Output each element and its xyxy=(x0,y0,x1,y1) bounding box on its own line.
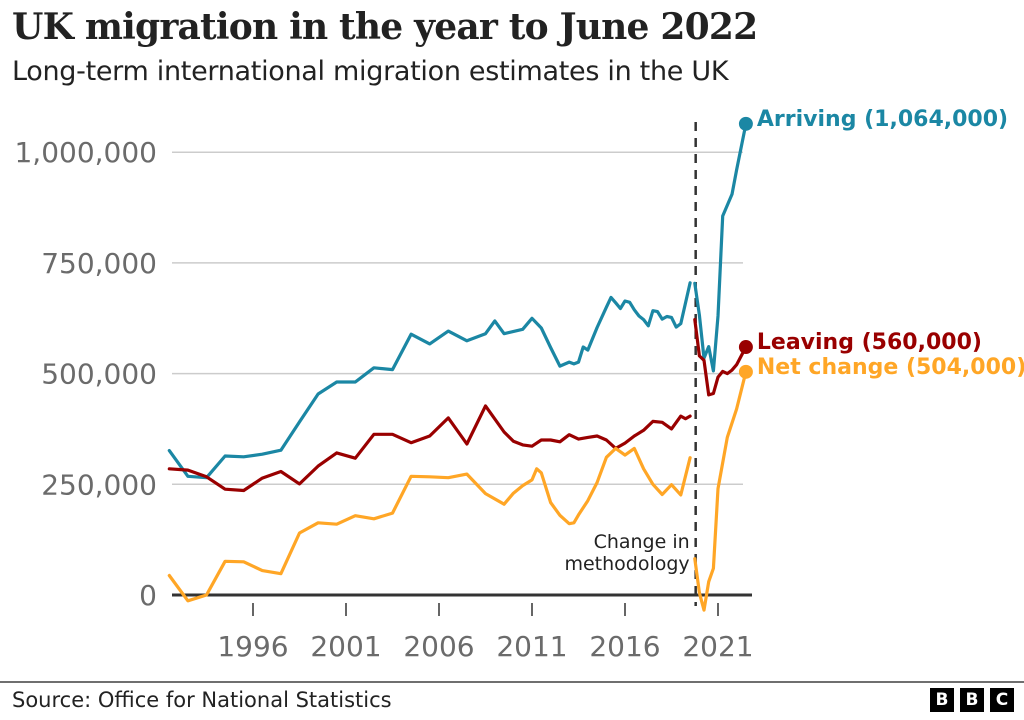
series-label-leaving: Leaving (560,000) xyxy=(757,330,982,355)
gridlines xyxy=(172,151,743,486)
x-tick-label: 2001 xyxy=(310,630,381,663)
series-line-arriving xyxy=(167,281,692,480)
series-line-leaving xyxy=(693,318,748,397)
footer-divider xyxy=(0,681,1024,683)
y-tick-label: 500,000 xyxy=(41,358,157,391)
bbc-logo: B B C xyxy=(930,688,1014,712)
series-labels: Arriving (1,064,000) Leaving (560,000)Net… xyxy=(738,107,1024,380)
bbc-logo-letter: C xyxy=(990,688,1014,712)
endpoint-dot-leaving xyxy=(738,340,753,355)
series-lines xyxy=(167,122,748,612)
x-tick-label: 2021 xyxy=(682,630,753,663)
y-tick-label: 1,000,000 xyxy=(14,136,157,169)
y-tick-label: 750,000 xyxy=(41,247,157,280)
bbc-logo-letter: B xyxy=(930,688,954,712)
endpoint-dot-arriving xyxy=(738,116,753,131)
x-tick-label: 2011 xyxy=(496,630,567,663)
series-line-net-change xyxy=(167,446,692,603)
methodology-annotation-text: Change in xyxy=(594,531,690,553)
y-tick-label: 0 xyxy=(139,579,157,612)
series-label-arriving: Arriving (1,064,000) xyxy=(757,107,1008,132)
methodology-annotation-text: methodology xyxy=(564,553,689,575)
series-line-net-change xyxy=(693,370,748,612)
series-line-leaving xyxy=(167,404,692,493)
series-label-net-change: Net change (504,000) xyxy=(757,355,1024,380)
line-chart: 0 250,000 500,000 750,000 1,000,000 1996 2001… xyxy=(14,107,1024,663)
endpoint-dot-net-change xyxy=(738,364,753,379)
chart-subtitle: Long-term international migration estima… xyxy=(12,56,729,87)
source-note: Source: Office for National Statistics xyxy=(12,688,392,712)
series-line-arriving xyxy=(693,122,748,373)
x-tick-label: 2016 xyxy=(589,630,660,663)
y-tick-label: 250,000 xyxy=(41,468,157,501)
chart-title: UK migration in the year to June 2022 xyxy=(12,6,758,48)
y-axis-ticks: 0 250,000 500,000 750,000 1,000,000 xyxy=(14,136,157,612)
x-tick-label: 1996 xyxy=(217,630,288,663)
x-axis: 1996 2001 2006 2011 2016 2021 xyxy=(172,593,754,663)
x-tick-label: 2006 xyxy=(403,630,474,663)
bbc-logo-letter: B xyxy=(960,688,984,712)
